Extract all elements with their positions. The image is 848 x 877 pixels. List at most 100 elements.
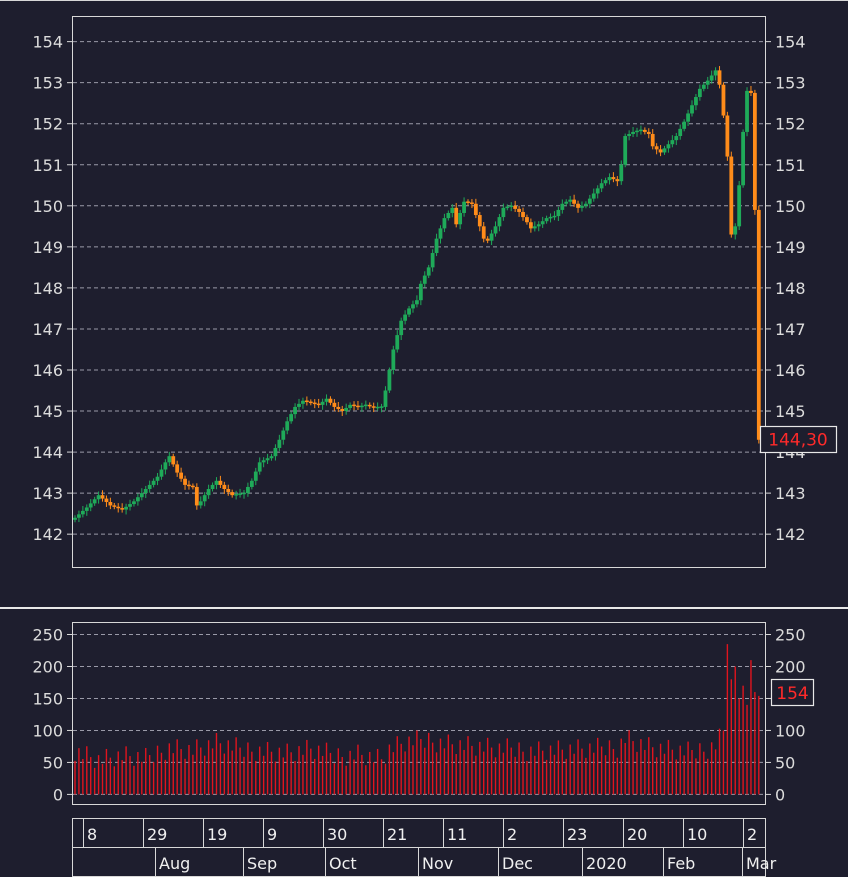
- candle-body: [328, 398, 333, 403]
- month-label: Oct: [329, 854, 357, 873]
- price-tick-left: 144: [32, 443, 63, 462]
- candle-body: [359, 405, 364, 408]
- candle-body: [485, 238, 490, 241]
- price-grid: [67, 41, 771, 535]
- price-tick-right: 143: [775, 484, 806, 503]
- candle-body: [509, 205, 514, 208]
- candle-body: [607, 177, 612, 181]
- last-price-box: [759, 425, 838, 454]
- candle-body: [332, 402, 337, 407]
- candle-body: [528, 222, 533, 229]
- candle-body: [163, 462, 168, 470]
- date-label: 2: [507, 825, 517, 844]
- candle-body: [670, 140, 675, 145]
- volume-tick-left: 150: [32, 689, 63, 708]
- candle-body: [536, 224, 541, 227]
- date-label: 9: [267, 825, 277, 844]
- candle-body: [269, 456, 274, 459]
- price-tick-left: 152: [32, 115, 63, 134]
- date-label: 2: [747, 825, 757, 844]
- candle-body: [564, 201, 569, 204]
- candle-body: [489, 233, 494, 241]
- candle-body: [639, 129, 643, 132]
- candle-body: [454, 207, 459, 225]
- candle-body: [88, 503, 93, 508]
- candle-body: [572, 199, 577, 204]
- candle-body: [513, 205, 518, 209]
- price-tick-right: 142: [775, 525, 806, 544]
- candle-body: [713, 70, 718, 76]
- candle-body: [426, 267, 431, 276]
- month-label: Nov: [422, 854, 453, 873]
- candle-body: [128, 504, 132, 507]
- candle-body: [517, 208, 521, 212]
- candle-body: [238, 493, 242, 495]
- candle-body: [540, 221, 545, 225]
- candle-body: [183, 478, 187, 485]
- candle-body: [246, 486, 250, 494]
- candle-body: [584, 203, 588, 206]
- candle-body: [304, 400, 309, 403]
- candle-body: [143, 489, 148, 494]
- price-axis-left: 154 153 152 151 150 149 148 147 146 145 144 143 142: [32, 33, 63, 545]
- candle-body: [505, 206, 510, 209]
- month-label: Aug: [159, 854, 190, 873]
- candle-body: [226, 489, 231, 493]
- candle-body: [481, 226, 486, 239]
- candle-body: [399, 320, 404, 336]
- candle-body: [434, 238, 439, 254]
- volume-tick-left: 0: [53, 785, 63, 804]
- candle-body: [375, 406, 380, 409]
- candle-body: [77, 514, 81, 518]
- candle-body: [324, 398, 329, 402]
- date-label: 11: [447, 825, 467, 844]
- candle-body: [340, 408, 345, 412]
- volume-tick-right: 50: [775, 753, 795, 772]
- candle-body: [411, 304, 415, 309]
- last-volume-box: [770, 678, 815, 707]
- candle-body: [654, 146, 659, 150]
- candle-body: [387, 369, 392, 391]
- price-tick-left: 148: [32, 279, 63, 298]
- date-label: 10: [687, 825, 707, 844]
- candle-body: [179, 472, 184, 479]
- date-label: 30: [327, 825, 347, 844]
- candle-body: [749, 90, 753, 93]
- price-tick-right: 151: [775, 156, 806, 175]
- candle-body: [96, 495, 101, 500]
- candle-body: [403, 314, 408, 321]
- candle-body: [627, 133, 632, 137]
- candle-body: [662, 148, 667, 153]
- price-tick-left: 142: [32, 525, 63, 544]
- volume-tick-right: 200: [775, 657, 806, 676]
- month-label: Feb: [667, 854, 695, 873]
- candle-body: [116, 506, 121, 509]
- candle-body: [418, 283, 423, 301]
- candle-body: [120, 508, 125, 510]
- price-tick-right: 152: [775, 115, 806, 134]
- candle-body: [214, 480, 219, 485]
- candle-body: [202, 495, 207, 502]
- candle-body: [391, 349, 396, 370]
- candle-body: [477, 215, 482, 227]
- candle-body: [261, 460, 266, 463]
- candle-body: [756, 209, 761, 440]
- candle-body: [473, 203, 478, 216]
- candle-body: [548, 216, 553, 219]
- candle-body: [580, 205, 584, 208]
- last-volume-label: 154: [776, 684, 808, 704]
- candle-body: [415, 300, 419, 305]
- candle-body: [297, 403, 301, 407]
- price-tick-right: 145: [775, 402, 806, 421]
- candle-body: [595, 188, 600, 194]
- date-axis: 8 29 19 9 30 21 11 2 23 20 10 2 Aug Sep Oct Nov Dec 2020…: [72, 818, 777, 877]
- candle-body: [717, 70, 722, 85]
- date-label: 29: [147, 825, 167, 844]
- volume-panel: 250 200 150 100 50 0 250 200 150 100 50 0 154: [32, 622, 815, 805]
- price-tick-right: 148: [775, 279, 806, 298]
- candle-body: [466, 201, 470, 203]
- candle-body: [265, 458, 270, 461]
- candle-body: [587, 198, 592, 204]
